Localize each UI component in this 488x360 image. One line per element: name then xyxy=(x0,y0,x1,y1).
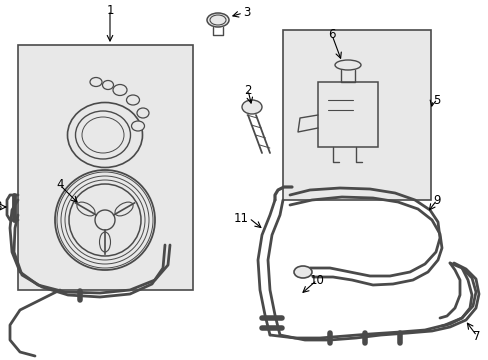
Ellipse shape xyxy=(334,60,360,70)
Ellipse shape xyxy=(102,81,113,90)
Text: 11: 11 xyxy=(234,211,248,225)
Ellipse shape xyxy=(242,100,262,114)
Text: 8: 8 xyxy=(0,201,2,213)
Ellipse shape xyxy=(137,108,149,118)
Ellipse shape xyxy=(113,85,127,95)
Text: 6: 6 xyxy=(327,28,335,41)
Ellipse shape xyxy=(131,121,144,131)
Ellipse shape xyxy=(126,95,139,105)
Text: 10: 10 xyxy=(309,274,324,287)
Text: 4: 4 xyxy=(56,179,63,192)
Circle shape xyxy=(69,184,141,256)
Ellipse shape xyxy=(293,266,311,278)
Text: 1: 1 xyxy=(106,4,114,17)
Bar xyxy=(283,30,430,200)
Bar xyxy=(18,45,193,290)
Ellipse shape xyxy=(206,13,228,27)
Text: 5: 5 xyxy=(432,94,440,107)
Circle shape xyxy=(95,210,115,230)
Ellipse shape xyxy=(67,103,142,167)
Circle shape xyxy=(55,170,155,270)
Text: 3: 3 xyxy=(243,6,250,19)
Text: 7: 7 xyxy=(472,329,480,342)
Text: 9: 9 xyxy=(432,194,440,207)
Text: 2: 2 xyxy=(244,84,251,96)
Ellipse shape xyxy=(90,77,102,86)
Bar xyxy=(317,82,377,147)
